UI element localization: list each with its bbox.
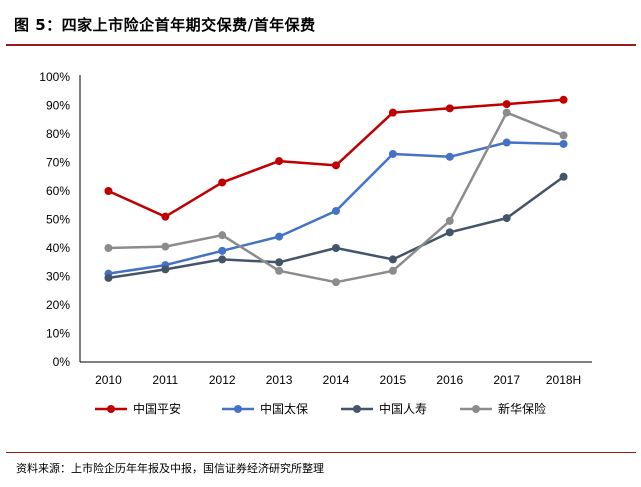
figure-title: 图 5：四家上市险企首年期交保费/首年保费 <box>14 16 316 34</box>
series-1-point <box>161 212 170 221</box>
series-2-point <box>388 149 397 158</box>
y-tick-label: 100% <box>39 70 70 84</box>
y-tick-label: 60% <box>46 184 70 198</box>
series-3-point <box>332 244 340 252</box>
figure-header: 图 5：四家上市险企首年期交保费/首年保费 <box>6 8 636 44</box>
bottom-rule <box>6 452 636 453</box>
y-tick-label: 40% <box>46 241 70 255</box>
series-1-point <box>218 178 227 187</box>
series-3-point <box>104 273 113 282</box>
legend-swatch-marker <box>107 405 115 413</box>
series-4-point <box>445 216 454 225</box>
series-4-point <box>502 108 511 117</box>
x-tick-label: 2014 <box>323 373 350 387</box>
series-1-point <box>275 157 284 166</box>
series-1-point <box>445 104 454 113</box>
source-note: 资料来源：上市险企历年年报及中报，国信证券经济研究所整理 <box>16 462 324 475</box>
legend-label: 中国人寿 <box>379 401 427 416</box>
x-tick-label: 2011 <box>152 373 178 387</box>
series-4-point <box>388 266 397 275</box>
x-tick-label: 2015 <box>380 373 407 387</box>
series-4-point <box>104 244 113 252</box>
x-tick-label: 2018H <box>546 373 581 387</box>
legend-swatch-marker <box>472 405 480 413</box>
y-tick-label: 0% <box>53 355 71 369</box>
series-2-point <box>332 206 340 215</box>
series-3-point <box>275 258 284 267</box>
legend-swatch-marker <box>234 405 242 413</box>
y-tick-label: 80% <box>46 127 70 141</box>
y-tick-label: 30% <box>46 270 70 284</box>
x-tick-label: 2013 <box>266 373 293 387</box>
series-2-point <box>218 246 227 255</box>
series-1-line <box>107 98 564 218</box>
y-tick-label: 20% <box>46 298 70 312</box>
series-1-point <box>502 100 511 109</box>
y-tick-label: 90% <box>46 99 70 113</box>
series-2-point <box>502 138 511 147</box>
legend-label: 新华保险 <box>498 401 546 416</box>
series-2-point <box>559 139 568 148</box>
series-4-point <box>332 278 340 287</box>
series-3-point <box>559 172 568 181</box>
series-3-point <box>445 228 454 237</box>
y-tick-label: 70% <box>46 156 70 170</box>
y-tick-label: 50% <box>46 213 70 227</box>
y-tick-label: 10% <box>46 327 70 341</box>
legend-label: 中国太保 <box>260 401 308 416</box>
series-4-line <box>108 111 565 284</box>
series-1-point <box>104 187 113 195</box>
x-tick-label: 2012 <box>209 373 236 387</box>
top-rule <box>6 44 636 46</box>
legend-swatch-marker <box>353 405 361 413</box>
series-1-point <box>388 108 397 117</box>
series-3-point <box>502 214 511 223</box>
x-tick-label: 2016 <box>436 373 463 387</box>
series-1-point <box>559 95 568 104</box>
series-4-point <box>275 266 284 275</box>
series-4-point <box>559 131 568 140</box>
series-3-point <box>161 265 170 274</box>
series-2-point <box>445 152 454 161</box>
x-tick-label: 2010 <box>95 373 122 387</box>
series-1-point <box>332 161 340 170</box>
series-3-point <box>388 255 397 264</box>
series-4-point <box>161 242 170 251</box>
series-4-point <box>218 231 227 240</box>
series-2-point <box>275 232 284 241</box>
legend-label: 中国平安 <box>133 401 181 416</box>
x-tick-label: 2017 <box>493 373 520 387</box>
series-3-point <box>218 255 227 264</box>
